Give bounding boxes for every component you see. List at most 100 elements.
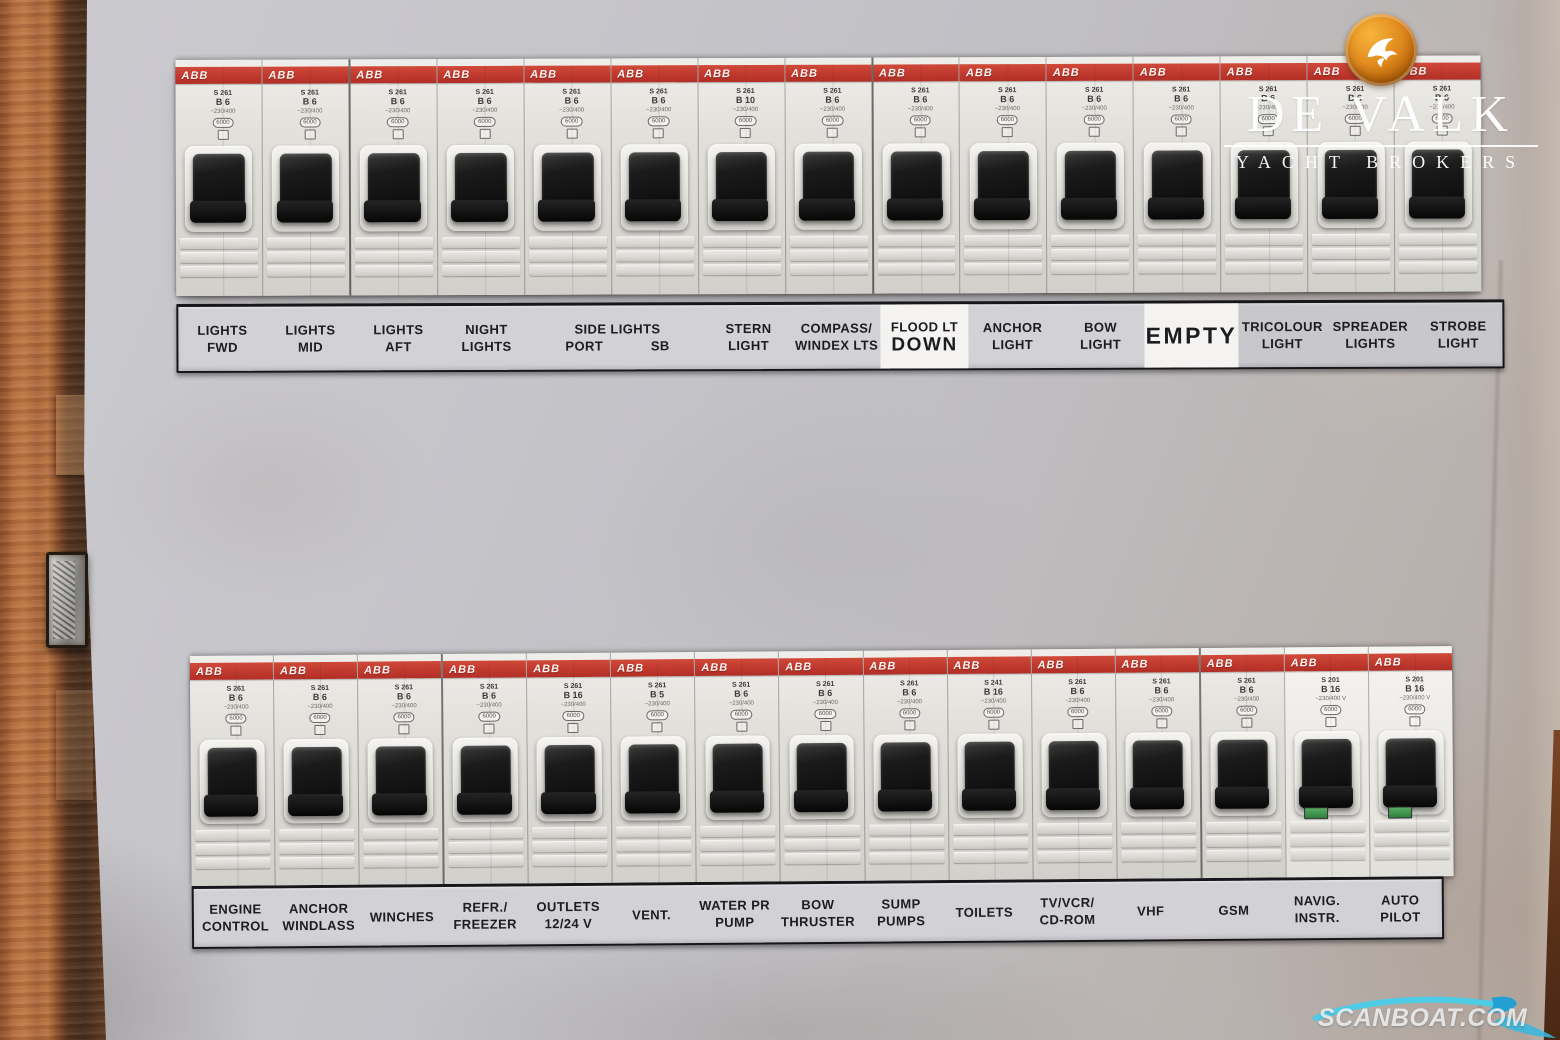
breaker-curve-rating: B 16 [563, 689, 583, 701]
breaker-toggle-handle [1151, 150, 1204, 203]
abb-logo-text: ABB [701, 661, 729, 674]
circuit-label-line1: REFR./ [462, 899, 508, 915]
breaker-breaking-capacity: 6000 [1066, 706, 1089, 718]
abb-logo-text: ABB [1052, 66, 1080, 79]
breaker-energy-class-box [1156, 718, 1168, 729]
breaker-toggle-area [864, 734, 948, 821]
circuit-label: TOILETS [942, 882, 1026, 941]
breaker-lower-ridges [1033, 819, 1117, 880]
circuit-label-line1: TOILETS [955, 904, 1014, 920]
breaker-curve-rating: B 6 [302, 96, 317, 107]
circuit-label-line1: FLOOD LT [890, 318, 959, 335]
breaker-toggle-area [275, 738, 359, 826]
breaker-toggle-area [873, 143, 959, 231]
breaker-toggle-area [1032, 732, 1116, 820]
circuit-label: BOW THRUSTER [776, 884, 860, 943]
breaker-energy-class-box [566, 128, 578, 139]
abb-brand-band: ABB [358, 661, 442, 679]
breaker-series: S 261 [388, 89, 407, 97]
breaker-breaking-capacity: 6000 [393, 712, 415, 723]
circuit-breaker: ABB S 261 B 6 ~230/400 6000 [610, 58, 698, 295]
breaker-toggle-handle [544, 744, 595, 798]
circuit-label-line1: LIGHTS [285, 322, 336, 338]
breaker-face: S 261 B 6 ~230/400 6000 [190, 679, 274, 744]
breaker-model-text: S 201 B 16 [1405, 676, 1424, 693]
breaker-energy-class-box [740, 127, 752, 139]
abb-brand-band: ABB [863, 657, 947, 675]
circuit-label-line1: VENT. [632, 906, 671, 923]
breaker-face: S 261 B 6 ~230/400 6000 [262, 83, 348, 149]
circuit-label: WATER PR PUMP [693, 884, 777, 943]
breaker-face: S 261 B 6 ~230/400 6000 [960, 81, 1046, 147]
circuit-label-line2: PUMP [715, 914, 755, 930]
breaker-energy-class-box [230, 725, 242, 736]
circuit-label-line1: BOW [801, 896, 835, 913]
breaker-breaking-capacity: 6000 [909, 115, 932, 126]
circuit-label: NAVIG. INSTR. [1275, 880, 1359, 939]
abb-brand-band: ABB [175, 66, 262, 85]
breaker-toggle-handle [796, 742, 847, 796]
breaker-face: S 201 B 16 ~230/400 V 6000 [1369, 670, 1453, 735]
breaker-energy-class-box [651, 722, 663, 733]
abb-logo-text: ABB [704, 67, 731, 80]
breaker-breaking-capacity: 6000 [299, 117, 321, 128]
breaker-energy-class-box [479, 128, 491, 139]
breaker-toggle-area [1134, 142, 1220, 230]
breaker-curve-rating: B 6 [396, 691, 412, 702]
abb-logo-text: ABB [181, 69, 209, 82]
breaker-voltage-rating: ~230/400 [980, 698, 1007, 705]
breaker-breaking-capacity: 6000 [734, 115, 757, 127]
abb-logo-text: ABB [364, 663, 391, 677]
circuit-label-line2: LIGHT [1080, 336, 1122, 352]
breaker-lower-ridges [1221, 230, 1307, 292]
breaker-energy-class-box [567, 722, 579, 734]
circuit-label: ENGINE CONTROL [194, 888, 278, 947]
circuit-label-line2: WINDLASS [282, 917, 356, 934]
breaker-toggle-area [780, 734, 864, 822]
breaker-voltage-rating: ~230/400 V [1399, 695, 1431, 702]
circuit-label-line1: TV/VCR/ [1040, 894, 1095, 911]
circuit-breaker: ABB S 261 B 6 ~230/400 6000 [272, 654, 359, 886]
wood-joint [56, 395, 93, 475]
breaker-curve-rating: B 16 [1405, 683, 1425, 694]
breaker-toggle-handle [460, 745, 511, 798]
breaker-toggle-handle [192, 153, 245, 206]
breaker-voltage-rating: ~230/400 [560, 701, 586, 709]
breaker-voltage-rating: ~230/400 [559, 107, 585, 114]
circuit-label: SIDE LIGHTS PORT SB [530, 305, 704, 370]
devalk-subtitle: YACHT BROKERS [1235, 152, 1527, 172]
breaker-curve-rating: B 6 [734, 688, 749, 699]
breaker-face: S 261 B 6 ~230/400 6000 [437, 83, 523, 149]
breaker-breaking-capacity: 6000 [309, 712, 331, 724]
breaker-lower-ridges [1286, 817, 1370, 878]
abb-brand-band: ABB [437, 65, 524, 84]
breaker-toggle-handle [715, 151, 768, 205]
breaker-toggle-area [176, 145, 262, 234]
breaker-toggle-area [351, 145, 437, 233]
abb-brand-band: ABB [443, 660, 527, 679]
circuit-breaker: ABB S 261 B 6 ~230/400 6000 [778, 650, 865, 882]
circuit-breaker: ABB S 261 B 6 ~230/400 6000 [694, 651, 781, 883]
breaker-toggle-handle [880, 742, 931, 795]
breaker-breaking-capacity: 6000 [1083, 114, 1105, 125]
breaker-model-text: S 261 B 6 [1172, 86, 1190, 103]
breaker-series: S 261 [823, 87, 842, 95]
circuit-label-line1: BOW [1084, 319, 1118, 335]
label-strip-top: LIGHTS FWD LIGHTS MID LIGHTS AFT [176, 299, 1505, 373]
circuit-label: LIGHTS MID [266, 306, 354, 370]
circuit-breaker: ABB S 261 B 6 ~230/400 6000 [523, 58, 611, 295]
breaker-model-text: S 261 B 5 [648, 682, 666, 699]
breaker-voltage-rating: ~230/400 [472, 107, 498, 114]
breaker-breaking-capacity: 6000 [647, 116, 670, 127]
circuit-breaker: ABB S 261 B 6 ~230/400 6000 [348, 59, 438, 296]
breaker-toggle-area [948, 733, 1032, 820]
breaker-voltage-rating: ~230/400 [1234, 696, 1260, 703]
breaker-curve-rating: B 10 [735, 94, 756, 106]
abb-logo-text: ABB [1037, 658, 1065, 671]
breaker-voltage-rating: ~230/400 [907, 106, 934, 113]
breaker-face: S 261 B 6 ~230/400 6000 [350, 83, 436, 149]
breaker-lower-ridges [612, 822, 696, 883]
circuit-label: TRICOLOUR LIGHT [1238, 302, 1327, 368]
breaker-toggle-handle [802, 151, 855, 204]
breaker-voltage-rating: ~230/400 [476, 702, 502, 709]
